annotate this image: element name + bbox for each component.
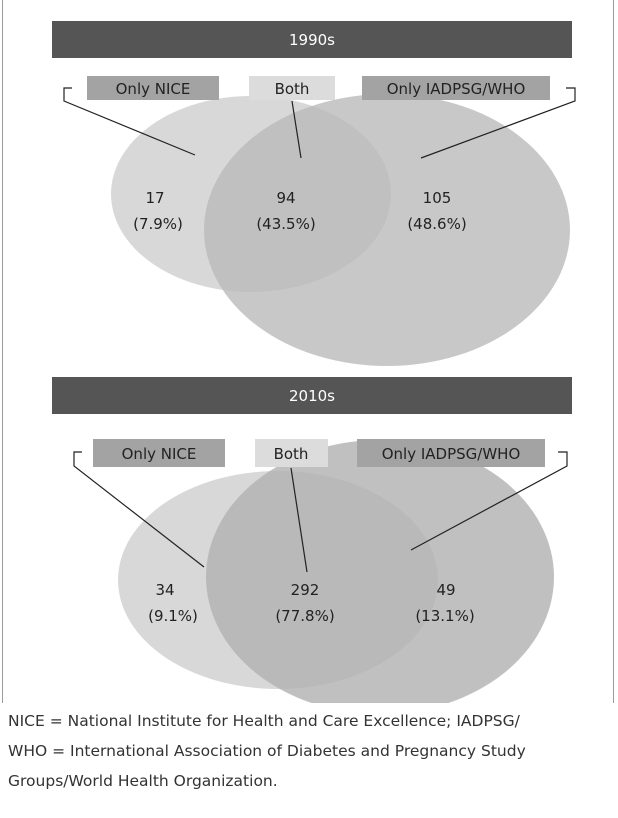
- footnote-line: NICE = National Institute for Health and…: [8, 712, 520, 730]
- both-pointer: [290, 467, 308, 573]
- panel-2010s: 2010s Only NICE Both Only IADPSG/WHO 34 …: [52, 377, 572, 703]
- only-nice-count: 34: [155, 581, 174, 599]
- both-pct: (77.8%): [275, 607, 334, 625]
- only-nice-label: Only NICE: [122, 445, 197, 463]
- both-pct: (43.5%): [256, 215, 315, 233]
- period-bar: [52, 21, 572, 58]
- iadpsg-circle: [206, 440, 554, 703]
- footnote-line: Groups/World Health Organization.: [8, 772, 278, 790]
- only-iadpsg-count: 105: [423, 189, 452, 207]
- only-iadpsg-box: [357, 439, 545, 467]
- period-bar: [52, 377, 572, 414]
- only-nice-count: 17: [145, 189, 164, 207]
- period-label: 1990s: [289, 31, 335, 49]
- only-iadpsg-label: Only IADPSG/WHO: [382, 445, 521, 463]
- iadpsg-circle: [204, 94, 570, 366]
- only-iadpsg-pct: (13.1%): [415, 607, 474, 625]
- both-box: [255, 439, 328, 467]
- period-label: 2010s: [289, 387, 335, 405]
- only-iadpsg-pointer: [410, 451, 568, 551]
- figure-frame: [2, 0, 614, 703]
- both-pointer: [291, 100, 302, 159]
- only-nice-pointer: [73, 451, 205, 568]
- both-label: Both: [275, 80, 310, 98]
- only-iadpsg-box: [362, 76, 550, 100]
- only-iadpsg-count: 49: [436, 581, 455, 599]
- footnote: NICE = National Institute for Health and…: [8, 706, 608, 796]
- both-count: 292: [291, 581, 320, 599]
- only-nice-pointer: [63, 87, 196, 156]
- both-label: Both: [274, 445, 309, 463]
- only-nice-label: Only NICE: [116, 80, 191, 98]
- only-nice-pct: (7.9%): [133, 215, 183, 233]
- only-iadpsg-pointer: [420, 87, 576, 159]
- only-iadpsg-pct: (48.6%): [407, 215, 466, 233]
- both-count: 94: [276, 189, 295, 207]
- only-nice-pct: (9.1%): [148, 607, 198, 625]
- venn-figure: 1990s Only NICE Both Only IADPSG/WHO 17 …: [52, 21, 576, 703]
- only-iadpsg-label: Only IADPSG/WHO: [387, 80, 526, 98]
- both-box: [249, 76, 335, 100]
- only-nice-box: [93, 439, 225, 467]
- footnote-line: WHO = International Association of Diabe…: [8, 742, 526, 760]
- only-nice-box: [87, 76, 219, 100]
- panel-1990s: 1990s Only NICE Both Only IADPSG/WHO 17 …: [52, 21, 576, 366]
